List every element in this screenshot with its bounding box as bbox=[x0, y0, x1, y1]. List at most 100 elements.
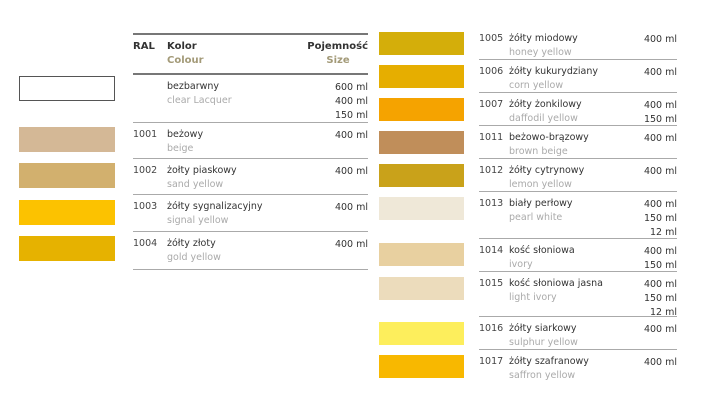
color-name-pl: żółty miodowy bbox=[509, 33, 578, 44]
color-swatch bbox=[19, 76, 115, 101]
ral-code: 1017 bbox=[479, 356, 504, 367]
color-name-pl: kość słoniowa bbox=[509, 245, 575, 256]
color-swatch bbox=[379, 243, 464, 266]
color-swatch bbox=[379, 65, 464, 88]
color-swatch bbox=[379, 355, 464, 378]
sizes: 600 ml 400 ml 150 ml bbox=[308, 81, 368, 123]
color-name-en: sulphur yellow bbox=[509, 337, 578, 348]
sizes: 400 ml 150 ml bbox=[617, 245, 677, 273]
color-swatch bbox=[379, 98, 464, 121]
ral-code: 1003 bbox=[133, 201, 158, 212]
table-row: 1002 żołty piaskowy sand yellow 400 ml bbox=[133, 159, 368, 195]
header-pojemnosc: Pojemność bbox=[307, 41, 368, 52]
size-value: 12 ml bbox=[649, 227, 677, 238]
table-row: 1016 żółty siarkowy sulphur yellow 400 m… bbox=[479, 317, 677, 350]
size-value: 400 ml bbox=[643, 100, 677, 111]
color-name-en: lemon yellow bbox=[509, 179, 572, 190]
size-value: 400 ml bbox=[334, 96, 368, 107]
size-value: 400 ml bbox=[643, 357, 677, 368]
color-name-en: clear Lacquer bbox=[167, 95, 232, 106]
header-colour: Colour bbox=[167, 55, 204, 66]
color-swatch bbox=[379, 322, 464, 345]
size-value: 400 ml bbox=[334, 166, 368, 177]
ral-code: 1011 bbox=[479, 132, 504, 143]
ral-code: 1013 bbox=[479, 198, 504, 209]
color-name-en: pearl white bbox=[509, 212, 563, 223]
color-swatch bbox=[19, 200, 115, 225]
color-name-en: corn yellow bbox=[509, 80, 564, 91]
color-name-en: brown beige bbox=[509, 146, 568, 157]
size-value: 150 ml bbox=[643, 293, 677, 304]
table-header: RAL Kolor Colour Pojemność Size bbox=[133, 33, 368, 75]
ral-code: 1012 bbox=[479, 165, 504, 176]
sizes: 400 ml bbox=[617, 165, 677, 179]
table-row: 1007 żółty żonkilowy daffodil yellow 400… bbox=[479, 93, 677, 126]
ral-code: 1004 bbox=[133, 238, 158, 249]
color-name-pl: biały perłowy bbox=[509, 198, 573, 209]
size-value: 400 ml bbox=[643, 166, 677, 177]
size-value: 400 ml bbox=[643, 34, 677, 45]
color-name-en: beige bbox=[167, 143, 194, 154]
size-value: 150 ml bbox=[643, 260, 677, 271]
color-name-en: gold yellow bbox=[167, 252, 221, 263]
color-swatch bbox=[379, 131, 464, 154]
color-name-pl: kość słoniowa jasna bbox=[509, 278, 603, 289]
size-value: 150 ml bbox=[643, 213, 677, 224]
color-name-pl: żółty cytrynowy bbox=[509, 165, 585, 176]
ral-code: 1006 bbox=[479, 66, 504, 77]
table-row: 1014 kość słoniowa ivory 400 ml 150 ml bbox=[479, 239, 677, 272]
size-value: 400 ml bbox=[643, 279, 677, 290]
color-name-en: saffron yellow bbox=[509, 370, 576, 381]
size-value: 400 ml bbox=[643, 67, 677, 78]
size-value: 12 ml bbox=[649, 307, 677, 318]
color-name-pl: bezbarwny bbox=[167, 81, 220, 92]
size-value: 400 ml bbox=[334, 202, 368, 213]
ral-code: 1016 bbox=[479, 323, 504, 334]
color-name-pl: beżowo-brązowy bbox=[509, 132, 589, 143]
ral-code: 1007 bbox=[479, 99, 504, 110]
sizes: 400 ml bbox=[617, 356, 677, 370]
sizes: 400 ml bbox=[308, 201, 368, 215]
table-row: 1011 beżowo-brązowy brown beige 400 ml bbox=[479, 126, 677, 159]
sizes: 400 ml 150 ml 12 ml bbox=[617, 278, 677, 320]
size-value: 600 ml bbox=[334, 82, 368, 93]
ral-code: 1005 bbox=[479, 33, 504, 44]
sizes: 400 ml bbox=[308, 129, 368, 143]
color-name-pl: beżowy bbox=[167, 129, 204, 140]
table-row: 1006 żółty kukurydziany corn yellow 400 … bbox=[479, 60, 677, 93]
table-row: 1012 żółty cytrynowy lemon yellow 400 ml bbox=[479, 159, 677, 192]
header-size: Size bbox=[326, 55, 350, 66]
color-swatch bbox=[379, 164, 464, 187]
table-row: 1017 żółty szafranowy saffron yellow 400… bbox=[479, 350, 677, 383]
sizes: 400 ml bbox=[308, 238, 368, 252]
header-ral: RAL bbox=[133, 41, 155, 52]
ral-code: 1001 bbox=[133, 129, 158, 140]
color-name-en: ivory bbox=[509, 259, 533, 270]
size-value: 150 ml bbox=[334, 110, 368, 121]
color-name-en: light ivory bbox=[509, 292, 557, 303]
color-name-en: signal yellow bbox=[167, 215, 229, 226]
color-name-en: honey yellow bbox=[509, 47, 572, 58]
color-swatch bbox=[19, 127, 115, 152]
color-name-pl: żółty siarkowy bbox=[509, 323, 577, 334]
color-swatch bbox=[379, 277, 464, 300]
color-name-pl: żółty złoty bbox=[167, 238, 216, 249]
ral-code: 1014 bbox=[479, 245, 504, 256]
color-name-pl: żółty żonkilowy bbox=[509, 99, 582, 110]
table-row: 1013 biały perłowy pearl white 400 ml 150… bbox=[479, 192, 677, 239]
sizes: 400 ml bbox=[617, 323, 677, 337]
header-kolor: Kolor bbox=[167, 41, 197, 52]
size-value: 400 ml bbox=[334, 239, 368, 250]
table-row: 1003 żółty sygnalizacyjny signal yellow … bbox=[133, 195, 368, 232]
sizes: 400 ml bbox=[617, 33, 677, 47]
sizes: 400 ml bbox=[617, 132, 677, 146]
sizes: 400 ml bbox=[617, 66, 677, 80]
color-name-pl: żołty piaskowy bbox=[167, 165, 237, 176]
color-name-pl: żółty kukurydziany bbox=[509, 66, 598, 77]
table-row: 1005 żółty miodowy honey yellow 400 ml bbox=[479, 27, 677, 60]
size-value: 400 ml bbox=[643, 324, 677, 335]
sizes: 400 ml bbox=[308, 165, 368, 179]
ral-code: 1015 bbox=[479, 278, 504, 289]
size-value: 400 ml bbox=[643, 133, 677, 144]
ral-code: 1002 bbox=[133, 165, 158, 176]
